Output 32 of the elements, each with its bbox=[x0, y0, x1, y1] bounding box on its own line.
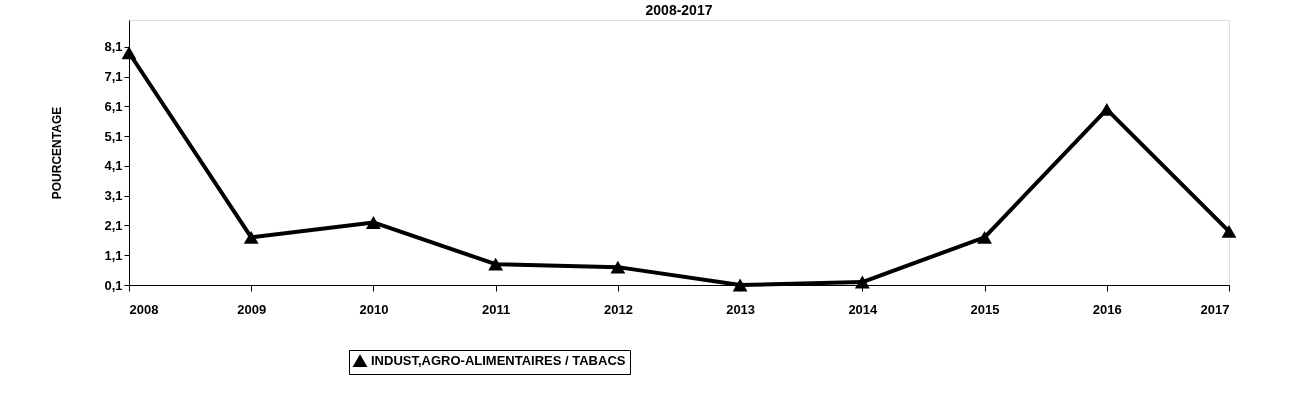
x-tick-label: 2008 bbox=[129, 301, 159, 317]
legend-label: INDUST,AGRO-ALIMENTAIRES / TABACS bbox=[371, 353, 626, 368]
point bbox=[121, 46, 137, 60]
y-tick-label: 7,1 bbox=[104, 69, 123, 85]
y-tick-label: 5,1 bbox=[104, 128, 123, 144]
x-tick-label: 2011 bbox=[482, 301, 511, 317]
y-tick-label: 0,1 bbox=[104, 277, 123, 293]
x-tick-label: 2016 bbox=[1092, 301, 1122, 317]
point bbox=[610, 260, 626, 274]
x-tick-label: 2014 bbox=[848, 301, 879, 317]
x-tick-label: 2013 bbox=[726, 301, 756, 317]
point bbox=[488, 257, 504, 271]
point bbox=[732, 278, 748, 292]
y-tick-label: 1,1 bbox=[104, 247, 123, 263]
y-tick-label: 3,1 bbox=[104, 188, 123, 204]
point bbox=[366, 216, 381, 229]
x-tick-label: 2012 bbox=[603, 301, 633, 317]
chart-title: 2008-2017 bbox=[645, 2, 713, 18]
x-tick-label: 2010 bbox=[359, 301, 389, 317]
x-tick-label: 2017 bbox=[1200, 301, 1230, 317]
x-tick-label: 2009 bbox=[237, 301, 267, 317]
y-tick-label: 8,1 bbox=[104, 39, 123, 55]
x-tick-label: 2015 bbox=[970, 301, 1000, 317]
point bbox=[1099, 102, 1115, 116]
y-axis-title: POURCENTAGE bbox=[50, 106, 65, 200]
y-tick-label: 6,1 bbox=[104, 98, 123, 114]
point bbox=[1221, 224, 1237, 238]
point bbox=[977, 230, 992, 244]
point bbox=[243, 230, 259, 244]
point bbox=[854, 275, 870, 289]
y-tick-label: 4,1 bbox=[104, 158, 123, 174]
y-tick-label: 2,1 bbox=[104, 217, 123, 233]
